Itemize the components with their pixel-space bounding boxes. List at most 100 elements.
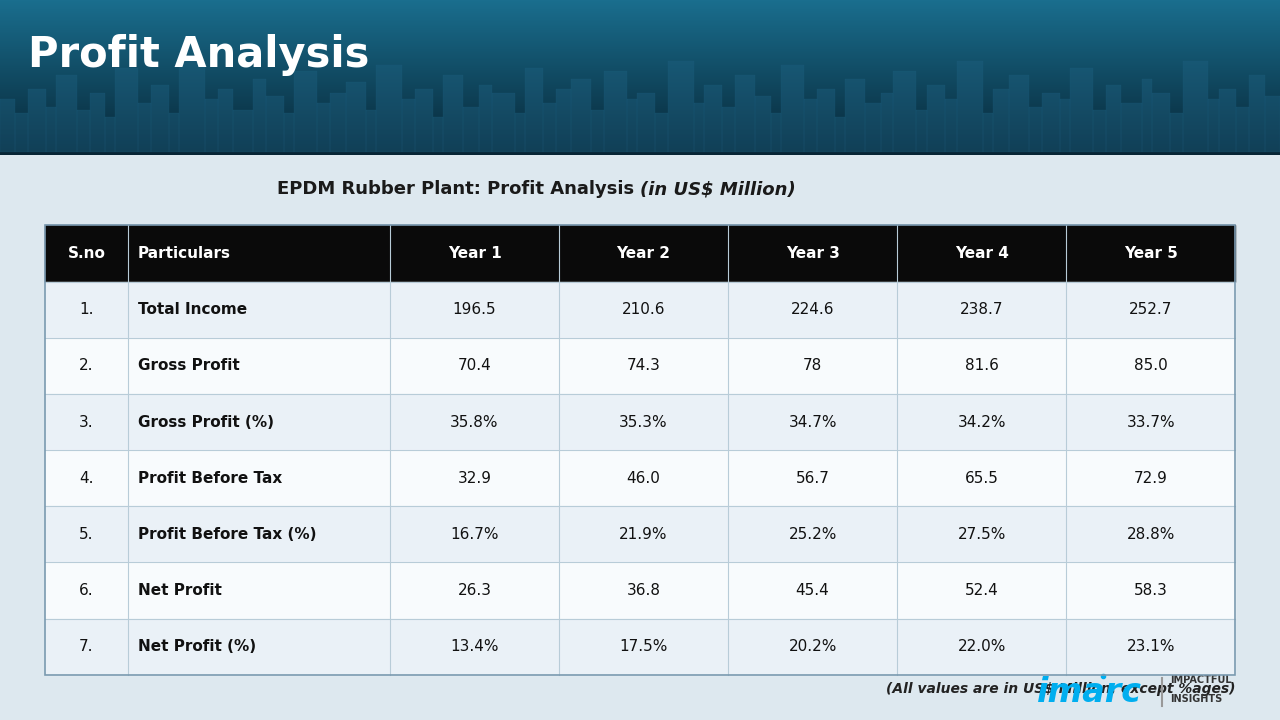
Bar	[1060, 99, 1070, 152]
Text: INSIGHTS: INSIGHTS	[1170, 694, 1222, 704]
Bar	[0, 99, 15, 152]
Text: Year 3: Year 3	[786, 246, 840, 261]
Bar	[1121, 103, 1142, 152]
Bar	[45, 450, 1235, 506]
Bar	[1093, 110, 1106, 152]
Bar	[45, 225, 1235, 675]
Bar	[1142, 79, 1152, 152]
Bar	[571, 79, 591, 152]
Bar	[45, 282, 1235, 338]
Text: 58.3: 58.3	[1134, 583, 1167, 598]
Text: 25.2%: 25.2%	[788, 527, 837, 542]
Text: 26.3: 26.3	[457, 583, 492, 598]
Text: 6.: 6.	[79, 583, 93, 598]
Bar	[1042, 93, 1060, 152]
Bar	[45, 562, 1235, 618]
Bar	[755, 96, 771, 152]
Text: Profit Before Tax (%): Profit Before Tax (%)	[138, 527, 316, 542]
Bar	[655, 113, 668, 152]
Text: S.no: S.no	[68, 246, 105, 261]
Bar	[1029, 107, 1042, 152]
Text: 252.7: 252.7	[1129, 302, 1172, 318]
Text: Gross Profit (%): Gross Profit (%)	[138, 415, 274, 430]
Text: Total Income: Total Income	[138, 302, 247, 318]
Text: 78: 78	[803, 359, 822, 374]
Bar	[233, 110, 253, 152]
Bar	[28, 89, 46, 152]
Bar	[115, 68, 138, 152]
Bar	[463, 107, 479, 152]
Text: 65.5: 65.5	[965, 471, 998, 486]
Bar	[993, 89, 1009, 152]
Text: 46.0: 46.0	[627, 471, 660, 486]
Text: Net Profit: Net Profit	[138, 583, 221, 598]
Text: 34.7%: 34.7%	[788, 415, 837, 430]
Text: 32.9: 32.9	[457, 471, 492, 486]
Text: 21.9%: 21.9%	[620, 527, 668, 542]
Bar	[56, 75, 77, 152]
Bar	[15, 113, 28, 152]
Bar	[317, 103, 330, 152]
Bar	[704, 85, 722, 152]
Text: 74.3: 74.3	[627, 359, 660, 374]
Bar	[604, 71, 627, 152]
Bar	[45, 338, 1235, 394]
Text: 3.: 3.	[79, 415, 93, 430]
Text: 56.7: 56.7	[796, 471, 829, 486]
Text: 238.7: 238.7	[960, 302, 1004, 318]
Text: 2.: 2.	[79, 359, 93, 374]
Bar	[515, 113, 525, 152]
Bar	[1070, 68, 1093, 152]
Text: 224.6: 224.6	[791, 302, 835, 318]
Text: 81.6: 81.6	[965, 359, 998, 374]
Text: 70.4: 70.4	[458, 359, 492, 374]
Bar	[916, 110, 927, 152]
Text: 33.7%: 33.7%	[1126, 415, 1175, 430]
Bar	[443, 75, 463, 152]
Text: 23.1%: 23.1%	[1126, 639, 1175, 654]
Text: 5.: 5.	[79, 527, 93, 542]
Bar	[1265, 96, 1280, 152]
Text: 35.3%: 35.3%	[620, 415, 668, 430]
Bar	[1106, 85, 1121, 152]
Bar	[45, 506, 1235, 562]
Bar	[138, 103, 151, 152]
Text: 7.: 7.	[79, 639, 93, 654]
Bar	[1009, 75, 1029, 152]
Text: 28.8%: 28.8%	[1126, 527, 1175, 542]
Bar	[284, 113, 294, 152]
Bar	[253, 79, 266, 152]
Bar	[479, 85, 492, 152]
Bar	[90, 93, 105, 152]
Bar	[330, 93, 346, 152]
Bar	[376, 66, 402, 152]
Bar	[735, 75, 755, 152]
Text: 1.: 1.	[79, 302, 93, 318]
Bar	[433, 117, 443, 152]
Bar	[881, 93, 893, 152]
Text: 72.9: 72.9	[1134, 471, 1167, 486]
Text: 36.8: 36.8	[627, 583, 660, 598]
Text: 22.0%: 22.0%	[957, 639, 1006, 654]
Bar	[722, 107, 735, 152]
Bar	[845, 79, 865, 152]
Text: 35.8%: 35.8%	[451, 415, 499, 430]
Bar	[627, 99, 637, 152]
Text: (in US$ Million): (in US$ Million)	[640, 180, 796, 198]
Text: 16.7%: 16.7%	[451, 527, 499, 542]
Bar	[105, 117, 115, 152]
Bar	[218, 89, 233, 152]
Text: 27.5%: 27.5%	[957, 527, 1006, 542]
Bar	[543, 103, 556, 152]
Bar	[556, 89, 571, 152]
Bar	[1249, 75, 1265, 152]
Bar	[415, 89, 433, 152]
Bar	[893, 71, 916, 152]
Bar	[46, 107, 56, 152]
Bar	[294, 71, 317, 152]
Bar	[804, 99, 817, 152]
Bar	[865, 103, 881, 152]
Bar	[945, 99, 957, 152]
Bar	[205, 99, 218, 152]
Text: Year 4: Year 4	[955, 246, 1009, 261]
